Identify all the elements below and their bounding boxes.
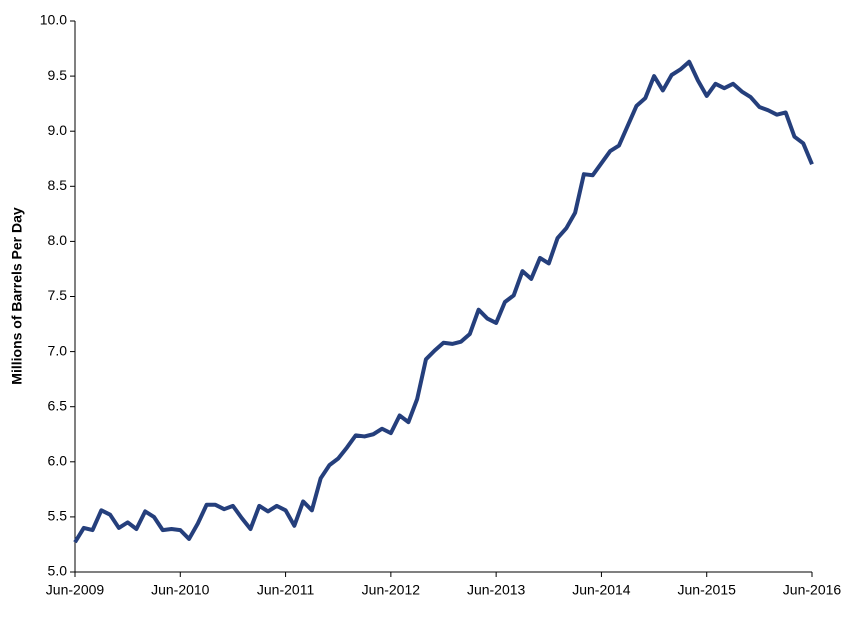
data-line bbox=[73, 59, 814, 544]
y-tick-label: 5.5 bbox=[48, 508, 68, 524]
y-axis-title: Millions of Barrels Per Day bbox=[9, 207, 25, 385]
x-tick-label: Jun-2009 bbox=[46, 582, 105, 598]
x-tick-label: Jun-2016 bbox=[783, 582, 842, 598]
y-tick-label: 7.0 bbox=[48, 342, 68, 358]
x-tick-label: Jun-2015 bbox=[678, 582, 737, 598]
y-tick-label: 7.5 bbox=[48, 287, 68, 303]
x-tick-label: Jun-2014 bbox=[572, 582, 631, 598]
y-tick-label: 10.0 bbox=[40, 12, 67, 28]
y-tick-label: 6.0 bbox=[48, 453, 68, 469]
x-tick-label: Jun-2012 bbox=[362, 582, 421, 598]
y-tick-label: 9.0 bbox=[48, 122, 68, 138]
y-tick-label: 5.0 bbox=[48, 563, 68, 579]
x-tick-label: Jun-2010 bbox=[151, 582, 210, 598]
y-tick-label: 9.5 bbox=[48, 67, 68, 83]
y-tick-label: 6.5 bbox=[48, 397, 68, 413]
x-tick-label: Jun-2013 bbox=[467, 582, 526, 598]
y-tick-label: 8.5 bbox=[48, 177, 68, 193]
x-tick-label: Jun-2011 bbox=[257, 582, 315, 598]
y-tick-label: 8.0 bbox=[48, 232, 68, 248]
